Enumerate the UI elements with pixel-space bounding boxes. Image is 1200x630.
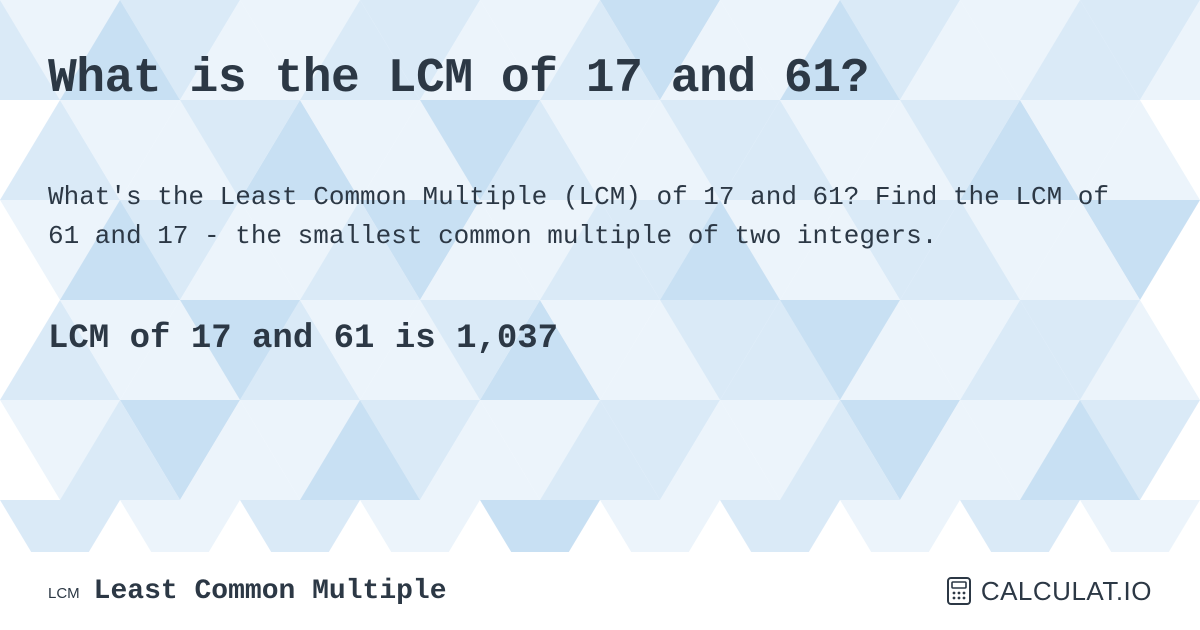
brand-text: CALCULAT.IO [981,576,1152,607]
description-text: What's the Least Common Multiple (LCM) o… [48,178,1152,256]
answer-text: LCM of 17 and 61 is 1,037 [48,320,1152,358]
footer: LCM Least Common Multiple CALCULAT.IO [0,552,1200,630]
main-content: What is the LCM of 17 and 61? What's the… [0,0,1200,358]
lcm-badge: LCM [48,585,80,602]
calculator-icon [943,575,975,607]
page-title: What is the LCM of 17 and 61? [48,52,1152,106]
brand: CALCULAT.IO [943,575,1152,607]
footer-left: LCM Least Common Multiple [48,576,447,607]
footer-label: Least Common Multiple [94,576,447,607]
